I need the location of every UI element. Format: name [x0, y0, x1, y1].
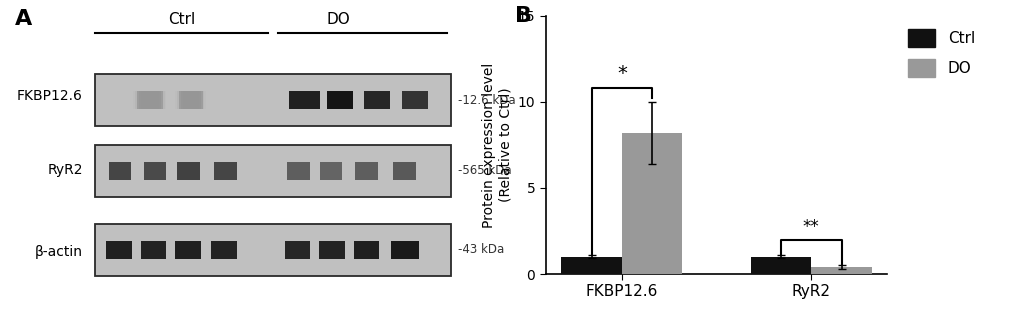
Bar: [284, 241, 310, 259]
Bar: [141, 241, 166, 259]
Legend: Ctrl, DO: Ctrl, DO: [901, 23, 980, 83]
Text: -565 kDa: -565 kDa: [458, 164, 512, 177]
Text: -12.6 kDa: -12.6 kDa: [458, 94, 516, 106]
Text: A: A: [15, 9, 33, 29]
Text: B: B: [515, 6, 532, 26]
Bar: [320, 162, 342, 180]
Bar: [354, 241, 379, 259]
Bar: [180, 91, 204, 109]
Bar: [319, 241, 344, 259]
Bar: [211, 241, 236, 259]
Text: **: **: [802, 218, 819, 236]
Bar: [622, 133, 682, 274]
Bar: [214, 162, 236, 180]
Bar: [109, 162, 131, 180]
Bar: [139, 91, 164, 109]
Bar: [137, 91, 163, 109]
Text: DO: DO: [326, 12, 351, 27]
Text: β-actin: β-actin: [35, 245, 83, 259]
Bar: [355, 162, 377, 180]
Bar: [95, 224, 450, 276]
Bar: [137, 91, 163, 109]
Bar: [135, 91, 161, 109]
Bar: [391, 241, 419, 259]
Bar: [364, 91, 390, 109]
Y-axis label: Protein expression level
(Relative to Ctrl): Protein expression level (Relative to Ct…: [481, 62, 512, 227]
Bar: [177, 91, 201, 109]
Bar: [289, 91, 320, 109]
Bar: [179, 91, 203, 109]
Text: -43 kDa: -43 kDa: [458, 243, 504, 256]
Bar: [750, 257, 810, 274]
Bar: [144, 162, 166, 180]
Bar: [401, 91, 427, 109]
Text: RyR2: RyR2: [47, 163, 83, 177]
Bar: [141, 91, 166, 109]
Bar: [810, 267, 871, 274]
Text: FKBP12.6: FKBP12.6: [17, 89, 83, 103]
Bar: [182, 91, 206, 109]
Bar: [95, 74, 450, 126]
Bar: [175, 241, 201, 259]
Text: *: *: [616, 64, 626, 83]
Bar: [176, 162, 200, 180]
Bar: [175, 91, 199, 109]
Bar: [95, 145, 450, 197]
Bar: [392, 162, 416, 180]
Text: Ctrl: Ctrl: [168, 12, 195, 27]
Bar: [133, 91, 159, 109]
Bar: [286, 162, 309, 180]
Bar: [327, 91, 353, 109]
Bar: [179, 91, 203, 109]
Bar: [106, 241, 132, 259]
Bar: [560, 257, 622, 274]
